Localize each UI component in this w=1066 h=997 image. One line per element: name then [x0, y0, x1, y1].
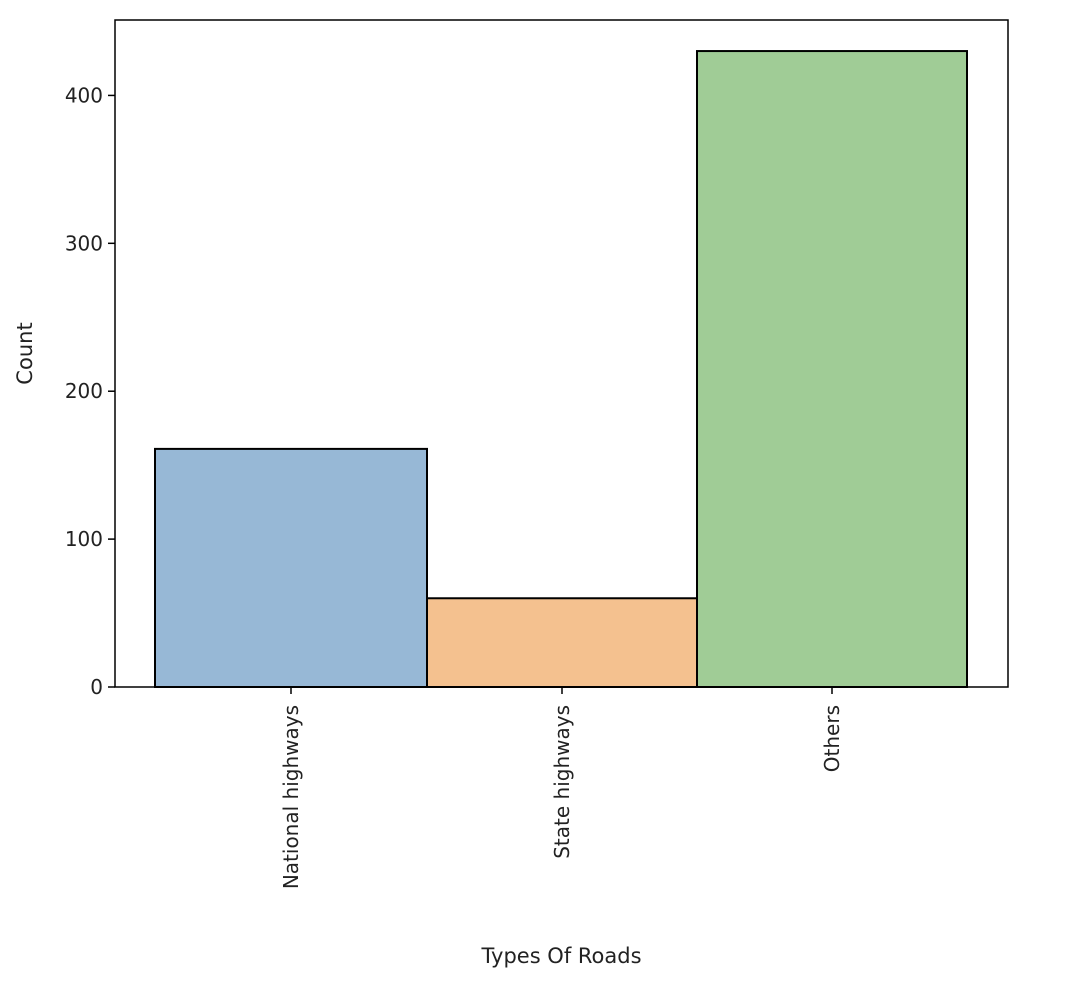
x-axis-title: Types Of Roads — [480, 944, 641, 968]
x-tick-label: Others — [820, 705, 844, 772]
bar-national-highways — [154, 447, 428, 688]
x-tick-label: State highways — [550, 705, 574, 859]
y-tick-label: 400 — [65, 83, 103, 107]
bar-state-highways — [426, 597, 698, 688]
x-tick-label: National highways — [279, 705, 303, 889]
y-tick-label: 300 — [65, 231, 103, 255]
y-axis-title: Count — [13, 322, 37, 384]
bar-others — [696, 50, 968, 688]
y-tick-label: 200 — [65, 379, 103, 403]
axes-layer: 0 100 200 300 400 National highways State high… — [65, 19, 1009, 889]
y-tick-label: 0 — [90, 675, 103, 699]
bars-layer — [154, 50, 968, 688]
y-tick-label: 100 — [65, 527, 103, 551]
